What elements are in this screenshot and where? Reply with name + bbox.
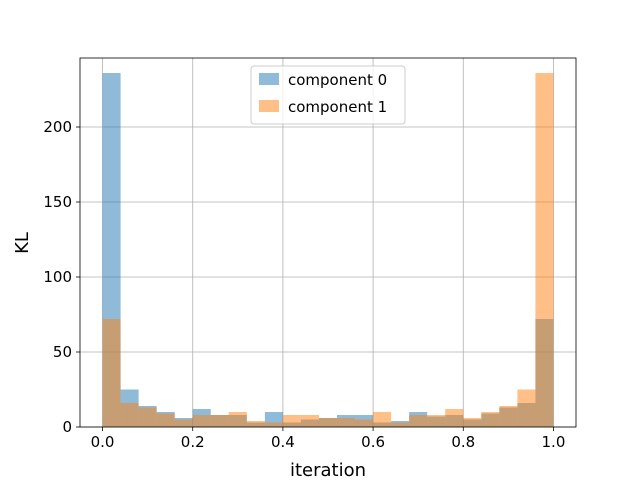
x-tick-label: 1.0 (542, 433, 566, 451)
bar-component-1-bin-22 (499, 406, 518, 427)
legend-label-component-0: component 0 (288, 71, 387, 89)
bar-component-1-bin-15 (373, 412, 392, 427)
y-axis-label: KL (12, 232, 33, 254)
y-tick-label: 150 (43, 193, 72, 211)
y-tick-label: 50 (53, 343, 72, 361)
bar-component-1-bin-8 (246, 421, 265, 427)
bar-component-1-bin-7 (228, 412, 247, 427)
legend-swatch-component-0 (259, 73, 279, 85)
bar-component-1-bin-21 (481, 412, 500, 427)
x-axis-label: iteration (290, 460, 366, 480)
axes-frame (79, 57, 577, 428)
x-tick-label: 0.6 (361, 433, 385, 451)
bar-component-1-bin-23 (517, 389, 536, 427)
bar-component-1-bin-3 (156, 413, 175, 427)
bar-component-1-bin-11 (300, 415, 319, 427)
bar-component-1-bin-0 (102, 319, 121, 427)
bar-component-1-bin-5 (192, 415, 211, 427)
bar-component-1-bin-1 (120, 403, 139, 427)
y-tick-label: 0 (62, 418, 72, 436)
bar-component-1-bin-20 (463, 418, 482, 427)
legend-label-component-1: component 1 (288, 98, 387, 116)
y-tick-label: 200 (43, 118, 72, 136)
bar-component-1-bin-4 (174, 419, 193, 427)
bar-component-1-bin-14 (355, 419, 374, 427)
bar-component-1-bin-19 (445, 409, 464, 427)
x-tick-label: 0.8 (451, 433, 475, 451)
bar-component-1-bin-16 (391, 422, 410, 427)
bar-component-1-bin-9 (264, 422, 283, 427)
bar-component-1-bin-2 (138, 407, 157, 427)
bars (102, 73, 554, 427)
y-tick-label: 100 (43, 268, 72, 286)
legend-box (250, 65, 406, 125)
x-tick-label: 0.0 (91, 433, 115, 451)
bar-component-1-bin-17 (409, 415, 428, 427)
ticks: 0.0 0.2 0.4 0.6 0.8 1.0 0 50 100 150 200 (43, 118, 565, 451)
legend: component 0 component 1 (250, 65, 406, 125)
legend-swatch-component-1 (259, 100, 279, 112)
bar-component-1-bin-6 (210, 415, 229, 427)
bar-component-1-bin-18 (427, 415, 446, 427)
bar-component-1-bin-12 (318, 418, 338, 427)
bar-component-1-bin-24 (535, 73, 554, 427)
bar-component-1-bin-13 (337, 418, 356, 427)
x-tick-label: 0.4 (271, 433, 295, 451)
x-tick-label: 0.2 (181, 433, 205, 451)
bar-component-1-bin-10 (282, 415, 301, 427)
